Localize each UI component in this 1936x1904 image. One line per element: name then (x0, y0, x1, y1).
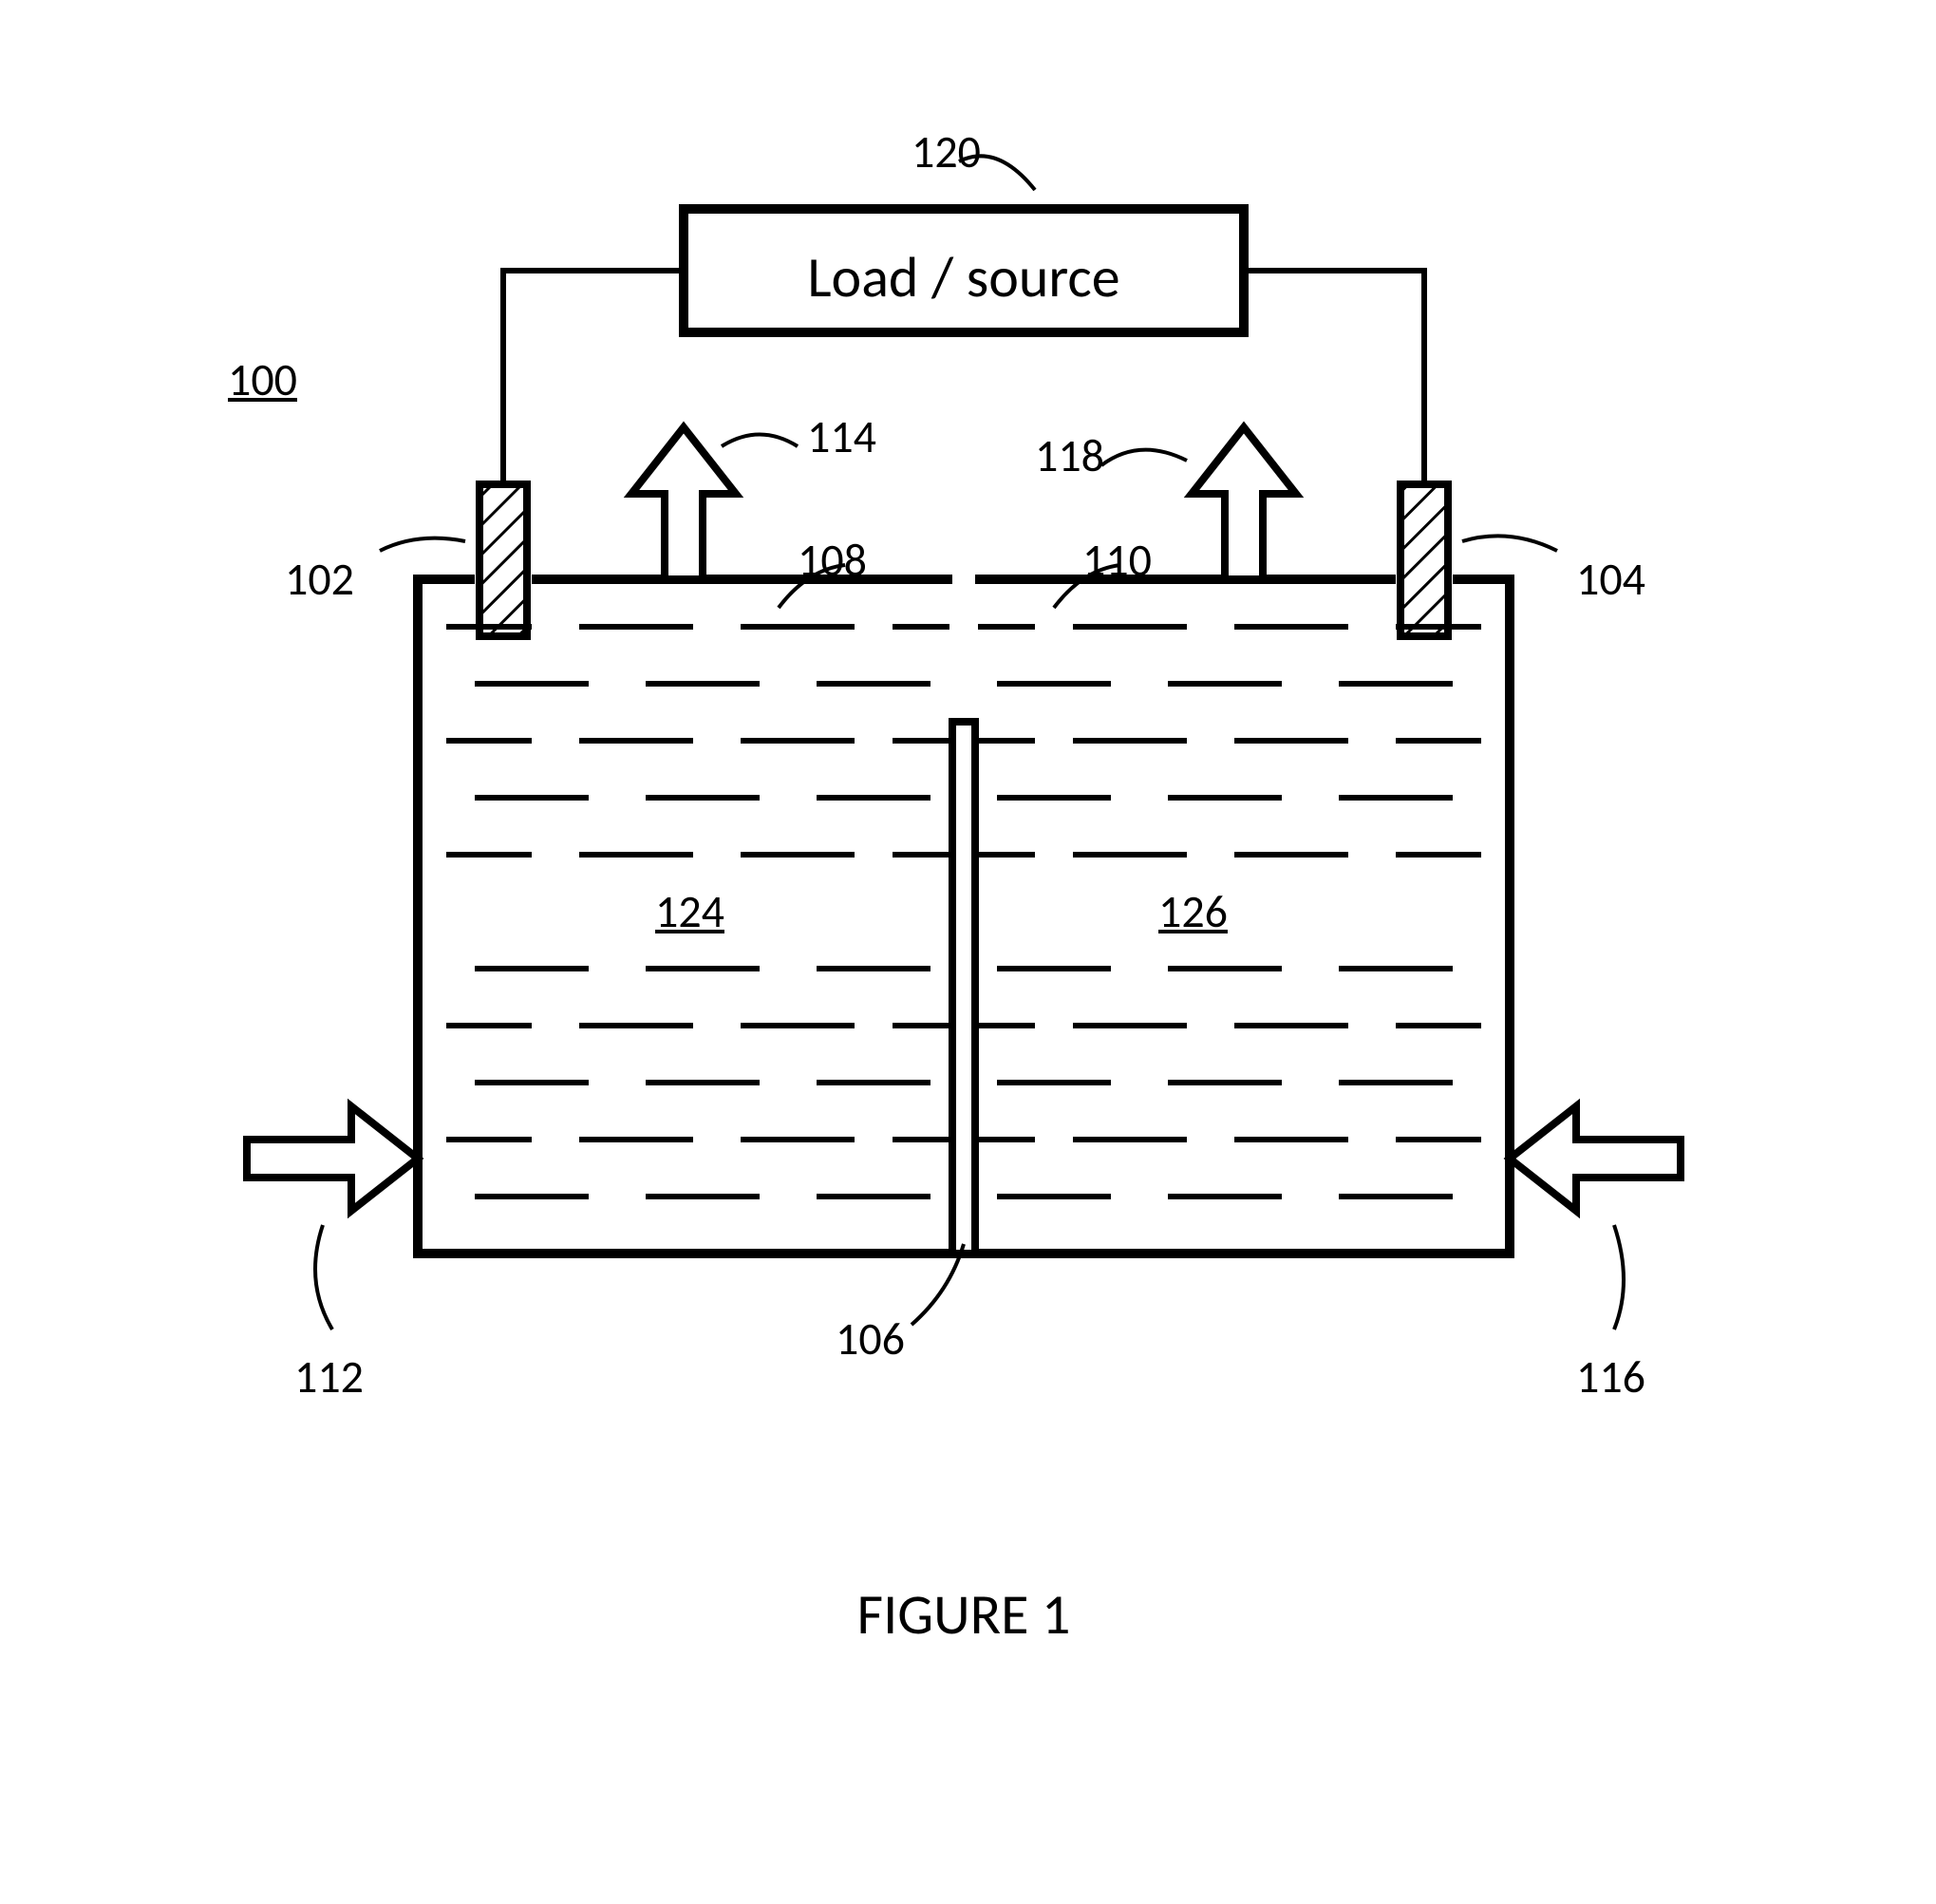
label-112: 112 (294, 1348, 364, 1404)
right-electrode (1400, 484, 1448, 636)
label-126: 126 (1158, 883, 1228, 939)
label-104: 104 (1576, 551, 1645, 607)
figure-caption: FIGURE 1 (857, 1580, 1071, 1650)
wire-right (1244, 271, 1424, 484)
label-114: 114 (807, 408, 876, 464)
label-106: 106 (836, 1310, 905, 1367)
load-source-text: Load / source (807, 243, 1119, 312)
load-source-box: Load / source (684, 209, 1244, 332)
electrolyte-right (978, 627, 1481, 1197)
arrow-inlet-left (247, 1106, 418, 1211)
membrane (952, 722, 975, 1254)
label-124: 124 (655, 883, 724, 939)
label-120: 120 (912, 123, 981, 179)
label-118: 118 (1035, 427, 1104, 483)
arrow-outlet-right (1192, 427, 1296, 579)
label-108: 108 (798, 532, 867, 588)
figure-svg: Load / source (0, 0, 1936, 1904)
label-102: 102 (285, 551, 354, 607)
left-electrode (479, 484, 527, 636)
label-100: 100 (228, 351, 297, 407)
label-110: 110 (1082, 532, 1152, 588)
wire-left (503, 271, 684, 484)
arrow-inlet-right (1510, 1106, 1681, 1211)
label-116: 116 (1576, 1348, 1645, 1404)
arrow-outlet-left (631, 427, 736, 579)
